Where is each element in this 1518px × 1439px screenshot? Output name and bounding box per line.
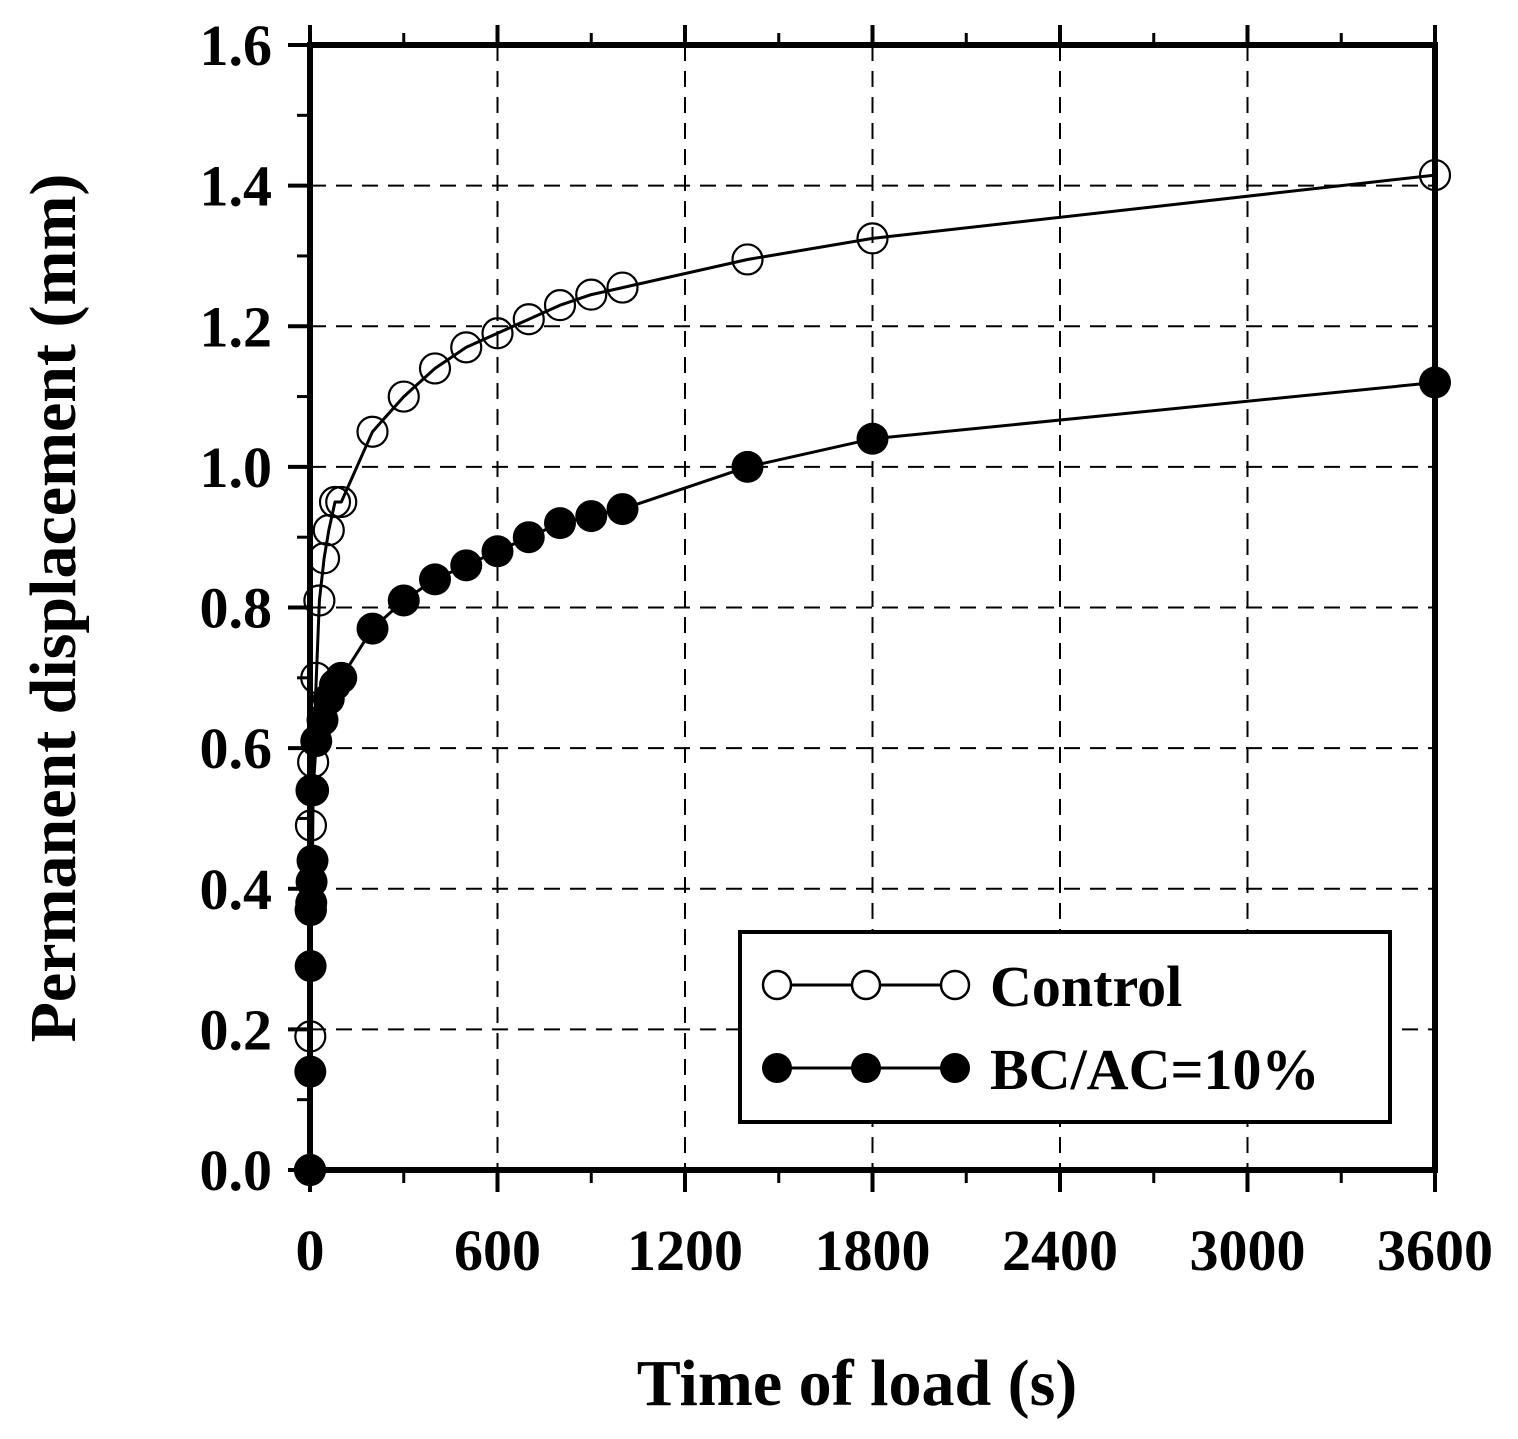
data-point (419, 563, 451, 596)
data-point (387, 380, 420, 413)
data-point (512, 303, 545, 336)
data-point (544, 507, 576, 540)
data-point (575, 500, 608, 533)
data-point (450, 331, 483, 364)
data-point (512, 521, 545, 554)
data-point (418, 352, 452, 385)
data-point (387, 584, 420, 617)
x-tick-label: 0 (296, 1218, 325, 1283)
x-tick-label: 2400 (1002, 1218, 1118, 1283)
y-tick-label: 0.8 (200, 576, 273, 641)
tick-labels: 0 600 1200 1800 2400 3000 3600 0.0 0.2 0.4 0.6 0.8 1… (200, 13, 1494, 1283)
data-point (303, 584, 336, 617)
legend-entry-control: Control (761, 954, 1182, 1019)
data-point (481, 535, 514, 568)
axis-ticks (288, 25, 1437, 1192)
y-tick-label: 1.6 (200, 13, 273, 78)
data-point (575, 278, 608, 311)
legend-label-bc-ac: BC/AC=10% (990, 1037, 1320, 1102)
data-point (606, 271, 639, 304)
data-point (606, 493, 639, 526)
data-point (731, 450, 764, 483)
data-point (325, 661, 358, 694)
data-point (856, 422, 889, 455)
data-point (450, 549, 483, 582)
legend-marker-control (761, 969, 793, 1001)
data-point (297, 774, 330, 807)
x-tick-label: 1800 (815, 1218, 931, 1283)
data-point (481, 317, 514, 350)
x-tick-label: 1200 (627, 1218, 743, 1283)
y-tick-label: 1.2 (200, 294, 273, 359)
data-point (856, 222, 889, 255)
x-tick-label: 600 (454, 1218, 541, 1283)
x-tick-label: 3000 (1190, 1218, 1306, 1283)
legend-marker-bc-ac (851, 1053, 881, 1083)
y-tick-label: 0.2 (200, 997, 273, 1062)
data-point (325, 485, 358, 519)
y-tick-label: 1.4 (200, 154, 273, 219)
legend-entry-bc-ac: BC/AC=10% (762, 1037, 1320, 1102)
y-tick-label: 0.4 (200, 857, 273, 922)
legend-box (738, 930, 1392, 1124)
x-tick-label: 3600 (1377, 1218, 1493, 1283)
legend: Control BC/AC=10% (738, 930, 1392, 1124)
legend-marker-control (939, 969, 971, 1001)
data-point (731, 243, 764, 276)
y-axis-title: Permanent displacement (mm) (17, 174, 90, 1043)
legend-label-control: Control (990, 954, 1182, 1019)
data-point (543, 289, 577, 322)
data-point (356, 415, 389, 448)
legend-marker-control (850, 969, 882, 1001)
y-tick-label: 0.0 (200, 1138, 273, 1203)
x-axis-title: Time of load (s) (637, 1347, 1078, 1420)
y-tick-label: 1.0 (200, 435, 273, 500)
legend-marker-bc-ac (762, 1053, 792, 1083)
data-point (356, 612, 389, 645)
y-tick-label: 0.6 (200, 716, 273, 781)
legend-marker-bc-ac (940, 1053, 970, 1083)
data-point (318, 485, 352, 519)
